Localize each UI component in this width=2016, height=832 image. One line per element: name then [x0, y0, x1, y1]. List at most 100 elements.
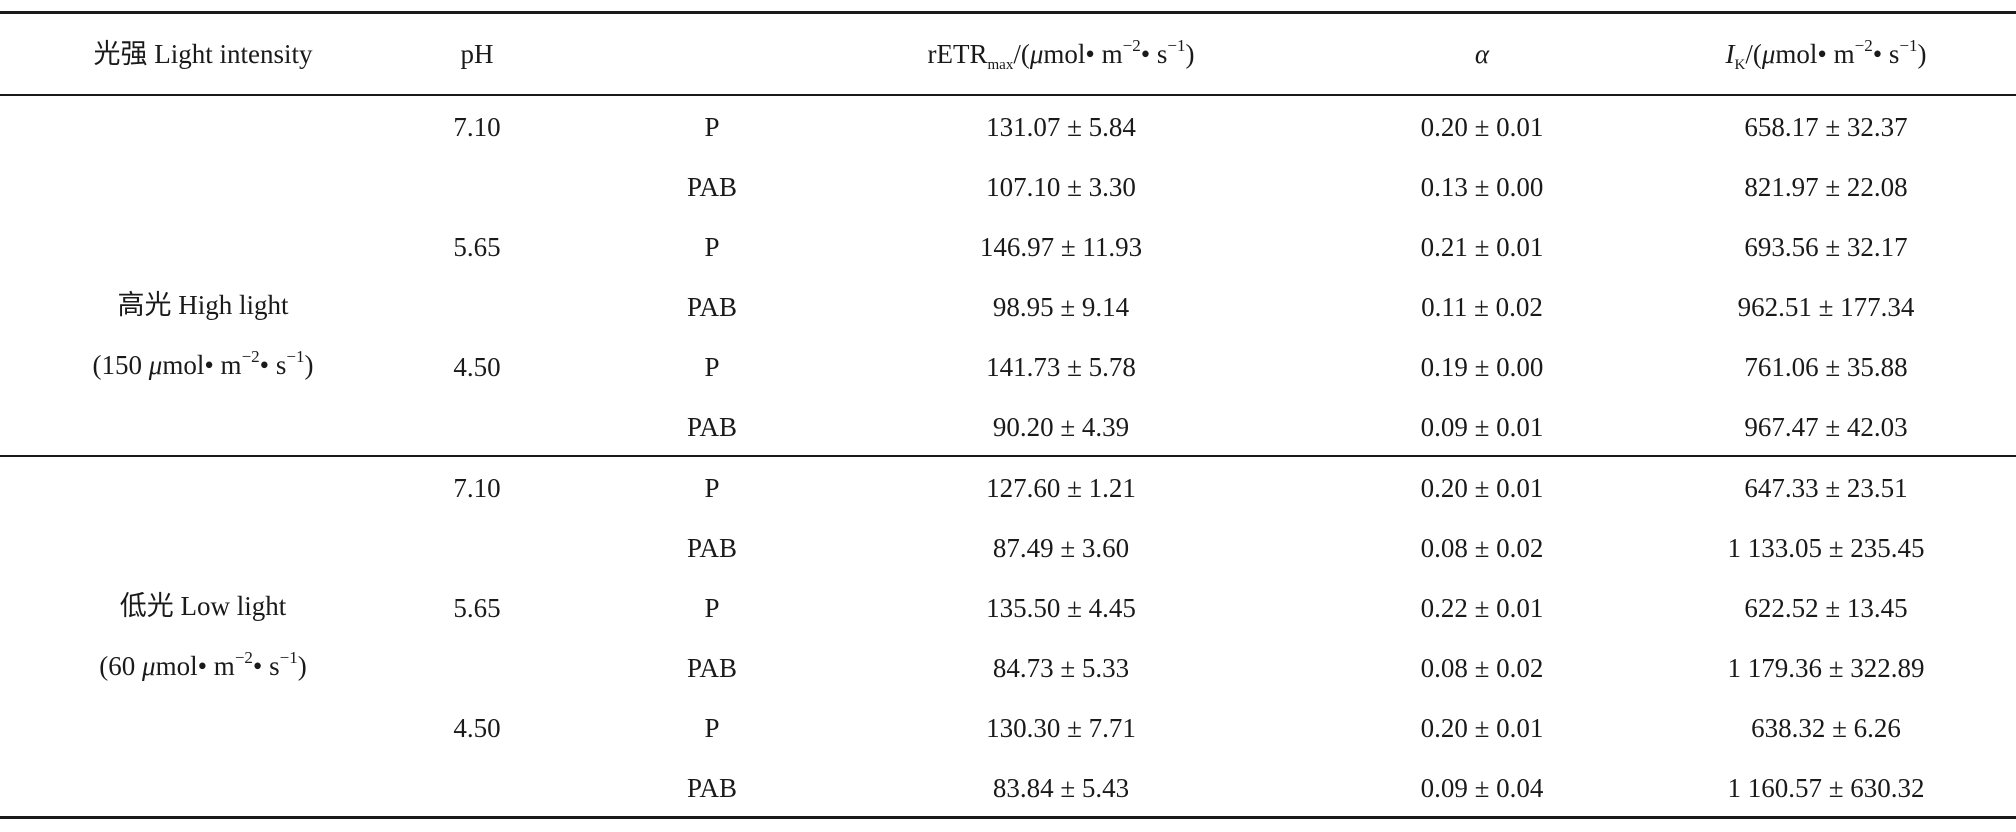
group-unit-text: • s	[259, 350, 287, 380]
group-unit-exponent: −2	[241, 347, 260, 366]
header-ik-text: I	[1725, 39, 1735, 69]
retr-cell: 135.50 ± 4.45	[986, 593, 1136, 623]
alpha-cell: 0.11 ± 0.02	[1421, 292, 1543, 322]
header-ik-unit: • s	[1872, 39, 1900, 69]
group-label-high-light-unit: (150 μmol• m−2• s−1)	[92, 347, 314, 381]
header-ik-unit: mol• m	[1775, 39, 1855, 69]
treatment-cell: PAB	[686, 412, 738, 442]
header-retr-mu: μ	[1029, 39, 1044, 69]
retr-cell: 83.84 ± 5.43	[992, 773, 1130, 803]
header-retr-exponent: −2	[1122, 36, 1141, 55]
group-unit-text: (60	[99, 651, 143, 681]
retr-cell: 146.97 ± 11.93	[979, 232, 1143, 262]
retr-cell: 107.10 ± 3.30	[986, 172, 1136, 202]
group-unit-text: mol• m	[162, 350, 242, 380]
group-unit-text: )	[304, 350, 314, 380]
group-label-low-light-unit: (60 μmol• m−2• s−1)	[99, 648, 307, 682]
ph-cell: 4.50	[453, 713, 501, 743]
ik-cell: 821.97 ± 22.08	[1744, 172, 1908, 202]
group-unit-mu: μ	[148, 350, 163, 380]
header-ik: IK/(μmol• m−2• s−1)	[1725, 36, 1927, 73]
ik-cell: 962.51 ± 177.34	[1737, 292, 1915, 322]
alpha-cell: 0.20 ± 0.01	[1420, 473, 1544, 503]
treatment-cell: P	[704, 593, 720, 623]
header-ph: pH	[460, 39, 494, 69]
group-unit-text: (150	[92, 350, 149, 380]
alpha-cell: 0.19 ± 0.00	[1420, 352, 1544, 382]
group-unit-text: )	[297, 651, 307, 681]
ik-cell: 1 179.36 ± 322.89	[1727, 653, 1925, 683]
retr-cell: 87.49 ± 3.60	[992, 533, 1130, 563]
treatment-cell: P	[704, 473, 720, 503]
treatment-cell: PAB	[686, 533, 738, 563]
header-ik-exponent: −2	[1854, 36, 1873, 55]
header-ik-unit: )	[1917, 39, 1927, 69]
ik-cell: 638.32 ± 6.26	[1751, 713, 1901, 743]
retr-cell: 98.95 ± 9.14	[992, 292, 1130, 322]
treatment-cell: P	[704, 352, 720, 382]
ik-cell: 647.33 ± 23.51	[1744, 473, 1908, 503]
group-unit-exponent: −2	[234, 648, 253, 667]
header-retr-unit: /(	[1013, 39, 1030, 69]
group-label-high-light: 高光 High light	[117, 290, 289, 320]
ik-cell: 622.52 ± 13.45	[1744, 593, 1908, 623]
treatment-cell: P	[704, 713, 720, 743]
alpha-cell: 0.09 ± 0.01	[1420, 412, 1544, 442]
header-ik-subscript: K	[1734, 57, 1746, 73]
ik-cell: 967.47 ± 42.03	[1744, 412, 1908, 442]
alpha-cell: 0.08 ± 0.02	[1420, 533, 1544, 563]
header-retr-text: rETR	[927, 39, 988, 69]
alpha-cell: 0.21 ± 0.01	[1420, 232, 1544, 262]
ph-cell: 5.65	[453, 232, 501, 262]
retr-cell: 84.73 ± 5.33	[992, 653, 1130, 683]
alpha-cell: 0.20 ± 0.01	[1420, 112, 1544, 142]
table-bottom-rule	[0, 816, 2016, 819]
alpha-cell: 0.13 ± 0.00	[1420, 172, 1544, 202]
retr-cell: 130.30 ± 7.71	[986, 713, 1136, 743]
ph-cell: 5.65	[453, 593, 501, 623]
header-alpha: α	[1474, 39, 1490, 69]
retr-cell: 131.07 ± 5.84	[986, 112, 1136, 142]
header-ik-mu: μ	[1761, 39, 1776, 69]
treatment-cell: PAB	[686, 653, 738, 683]
ph-cell: 7.10	[453, 473, 501, 503]
ik-cell: 761.06 ± 35.88	[1744, 352, 1908, 382]
alpha-cell: 0.09 ± 0.04	[1420, 773, 1544, 803]
alpha-cell: 0.20 ± 0.01	[1420, 713, 1544, 743]
header-ik-exponent: −1	[1899, 36, 1918, 55]
ik-cell: 693.56 ± 32.17	[1744, 232, 1908, 262]
group-unit-mu: μ	[142, 651, 156, 681]
treatment-cell: PAB	[686, 773, 738, 803]
retr-cell: 141.73 ± 5.78	[986, 352, 1136, 382]
retr-cell: 90.20 ± 4.39	[992, 412, 1130, 442]
table-header-rule	[0, 94, 2016, 96]
header-ik-unit: /(	[1745, 39, 1762, 69]
header-light-intensity: 光强 Light intensity	[93, 39, 313, 69]
treatment-cell: PAB	[686, 172, 738, 202]
treatment-cell: P	[704, 112, 720, 142]
ph-cell: 4.50	[453, 352, 501, 382]
alpha-cell: 0.22 ± 0.01	[1420, 593, 1544, 623]
group-unit-text: • s	[252, 651, 280, 681]
header-retr-unit: mol• m	[1043, 39, 1123, 69]
header-retr-exponent: −1	[1167, 36, 1186, 55]
group-label-low-light: 低光 Low light	[119, 591, 287, 621]
table-top-rule	[0, 11, 2016, 14]
treatment-cell: P	[704, 232, 720, 262]
ik-cell: 1 160.57 ± 630.32	[1727, 773, 1925, 803]
ik-cell: 658.17 ± 32.37	[1744, 112, 1908, 142]
ph-cell: 7.10	[453, 112, 501, 142]
table-group-divider	[0, 455, 2016, 457]
ik-cell: 1 133.05 ± 235.45	[1727, 533, 1925, 563]
header-retr-unit: )	[1185, 39, 1195, 69]
group-unit-exponent: −1	[279, 648, 298, 667]
alpha-cell: 0.08 ± 0.02	[1420, 653, 1544, 683]
header-retr-subscript: max	[987, 57, 1014, 73]
treatment-cell: PAB	[686, 292, 738, 322]
header-retr-max: rETRmax/(μmol• m−2• s−1)	[927, 36, 1195, 73]
retr-cell: 127.60 ± 1.21	[986, 473, 1136, 503]
header-retr-unit: • s	[1140, 39, 1168, 69]
group-unit-exponent: −1	[286, 347, 305, 366]
group-unit-text: mol• m	[155, 651, 235, 681]
